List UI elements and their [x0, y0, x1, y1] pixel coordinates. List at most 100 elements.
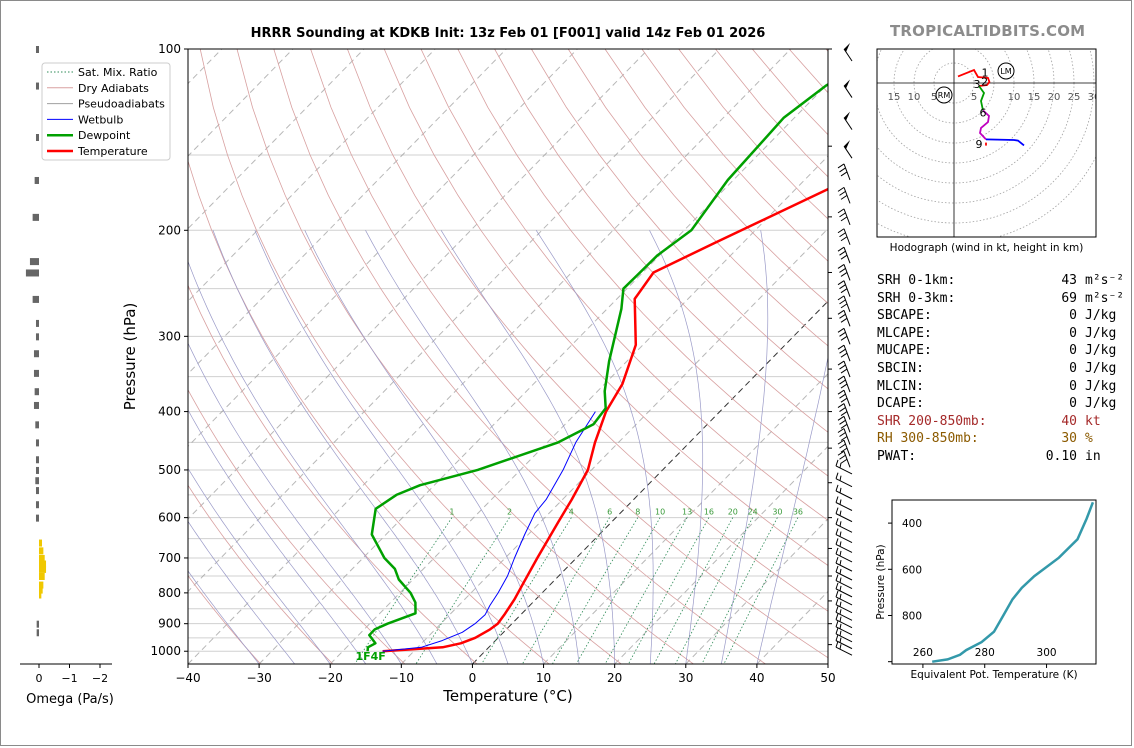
- stat-unit: J/kg: [1085, 378, 1117, 394]
- theta-e-border: [891, 499, 1097, 665]
- omega-bar: [33, 401, 39, 409]
- omega-bar: [39, 554, 45, 562]
- stat-value: 0: [1069, 325, 1077, 341]
- stat-label: SBCIN:: [877, 360, 924, 376]
- hodograph-ring-label: 25: [1068, 92, 1081, 103]
- height-label: 2: [981, 76, 988, 89]
- dry-adiabat: [567, 49, 828, 347]
- pseudoadiabat: [756, 355, 828, 664]
- wind-barb: [837, 309, 851, 327]
- wind-barb: [835, 613, 853, 629]
- hodograph-ring-label: 15: [1028, 92, 1041, 103]
- x-tick-label: −20: [318, 671, 343, 685]
- pseudoadiabat: [720, 230, 769, 664]
- theta-e-y-tick-label: 800: [902, 610, 922, 622]
- y-tick-label: 800: [158, 586, 181, 600]
- theta-e-y-tick-label: 600: [902, 564, 922, 576]
- pseudoadiabat: [440, 230, 616, 664]
- legend-label: Dry Adiabats: [78, 82, 149, 95]
- dry-adiabat: [494, 49, 828, 433]
- wind-barb: [835, 484, 853, 500]
- hodograph-border: [876, 48, 1097, 238]
- stat-row: MUCAPE: 0 J/kg: [877, 342, 1124, 360]
- isotherm-line: [188, 49, 649, 520]
- wind-barb: [837, 450, 851, 468]
- x-tick-label: −30: [246, 671, 271, 685]
- hodograph-ring-label: 30: [1088, 92, 1101, 103]
- hodograph-area: 15 10 5 5 10 15 20 25 30 LM RM 123 6 9: [877, 49, 1101, 237]
- wind-barb: [835, 496, 853, 511]
- stat-row: SRH 0-3km: 69 m²s⁻²: [877, 290, 1124, 308]
- mixing-ratio-label: 13: [682, 508, 692, 517]
- dry-adiabat: [188, 575, 261, 664]
- theta-e-y-label: Pressure (hPa): [875, 544, 887, 619]
- stat-label: MLCIN:: [877, 378, 924, 394]
- mixing-ratio-line: [653, 517, 734, 664]
- pseudoadiabat: [212, 230, 473, 664]
- wind-barb: [835, 556, 853, 572]
- omega-bar: [35, 477, 39, 485]
- stat-unit: m²s⁻²: [1085, 290, 1125, 306]
- legend-label: Dewpoint: [78, 129, 131, 142]
- theta-e-x-label: Equivalent Pot. Temperature (K): [910, 669, 1077, 681]
- dry-adiabat: [604, 49, 828, 304]
- legend: Sat. Mix. Ratio Dry Adiabats Pseudoadiabat…: [41, 62, 171, 161]
- mixing-ratio-label: 2: [507, 508, 512, 517]
- wind-barb: [837, 163, 851, 181]
- stat-unit: J/kg: [1085, 396, 1117, 412]
- stat-value: 0: [1069, 378, 1077, 394]
- mixing-ratio-label: 30: [772, 508, 782, 517]
- pseudoadiabat: [188, 342, 402, 664]
- mixing-ratio-label: 24: [748, 508, 758, 517]
- x-tick-label: 50: [820, 671, 835, 685]
- mixing-ratio-label: 36: [793, 508, 803, 517]
- stat-label: PWAT:: [877, 448, 917, 464]
- plot-area: 1 2 4 6 8 10 13 16 20 24 30 36: [188, 49, 828, 664]
- theta-e-y-tick-label: 400: [902, 518, 922, 530]
- pseudoadiabat: [304, 230, 544, 664]
- wind-barb: [837, 428, 851, 445]
- mixing-ratio-label: 4: [569, 508, 574, 517]
- wind-barb: [835, 547, 853, 563]
- height-label: 9: [976, 138, 983, 151]
- wind-barb: [835, 606, 853, 621]
- omega-bar: [35, 439, 39, 447]
- storm-motion-label: LM: [1000, 67, 1011, 76]
- omega-tick-label: −1: [61, 672, 77, 685]
- theta-e-x-tick-label: 260: [913, 647, 933, 659]
- height-label: 3: [974, 78, 981, 91]
- storm-motion-marker: [935, 86, 953, 104]
- dry-adiabat: [188, 284, 478, 664]
- wind-barb: [837, 375, 851, 393]
- isotherm-line: [614, 445, 828, 664]
- omega-bar: [34, 388, 39, 396]
- stat-value: 0: [1069, 360, 1077, 376]
- dry-adiabat: [347, 49, 828, 612]
- wind-barb: [843, 140, 853, 159]
- legend-label: Temperature: [77, 145, 148, 158]
- stat-row: SBCIN: 0 J/kg: [877, 360, 1124, 378]
- omega-bar: [39, 560, 47, 568]
- theta-e-x-tick-label: 280: [975, 647, 995, 659]
- omega-bar: [39, 586, 43, 594]
- hodograph-ring-label: 10: [1008, 92, 1021, 103]
- isotherm-line: [188, 49, 507, 375]
- y-tick-label: 100: [158, 42, 181, 56]
- dry-adiabat: [310, 49, 828, 659]
- x-axis-label: Temperature (°C): [442, 687, 572, 705]
- mixing-ratio-label: 8: [635, 508, 640, 517]
- wind-barb: [835, 472, 853, 488]
- hodograph-segment: [979, 109, 990, 141]
- legend-label: Sat. Mix. Ratio: [78, 66, 158, 79]
- stat-value: 0: [1069, 308, 1077, 324]
- omega-bar: [35, 134, 39, 142]
- mixing-ratio-label: 10: [655, 508, 665, 517]
- stat-row: DCAPE: 0 J/kg: [877, 395, 1124, 413]
- wind-barb: [837, 264, 851, 281]
- wind-barb: [843, 79, 853, 98]
- dry-adiabat: [199, 49, 622, 664]
- isotherm-line: [188, 49, 578, 448]
